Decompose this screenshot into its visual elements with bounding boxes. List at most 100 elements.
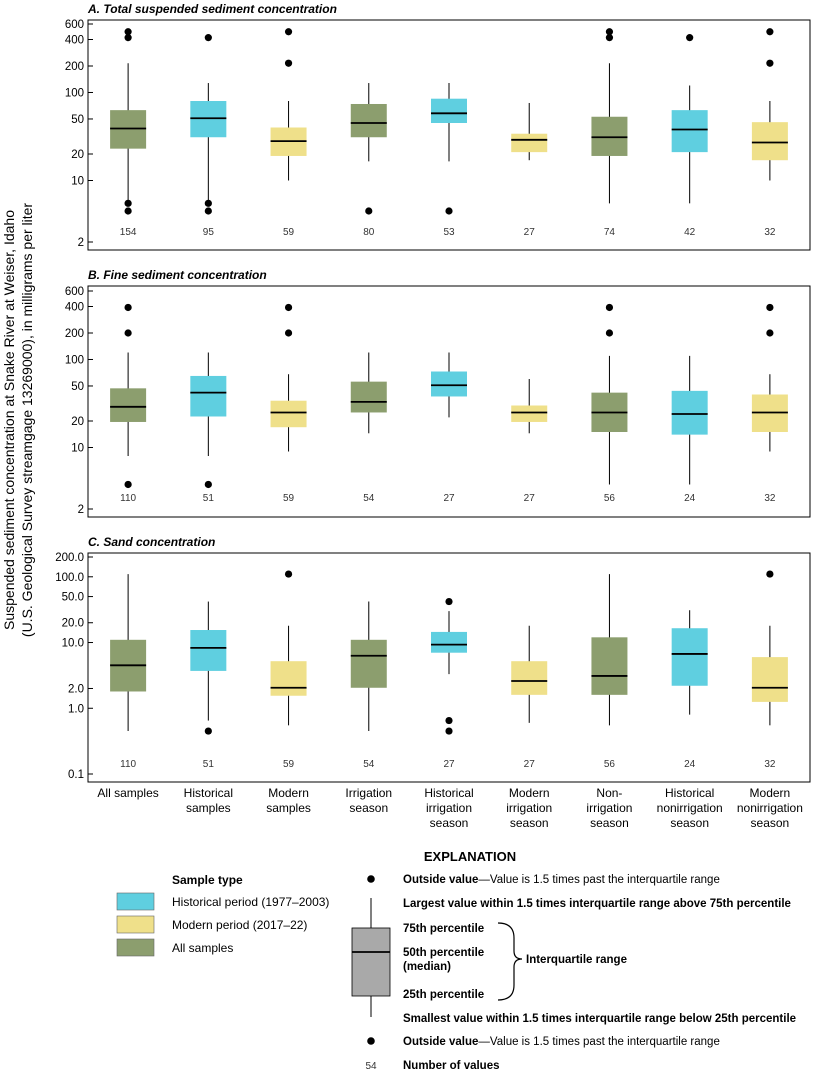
box-outlier — [124, 303, 132, 312]
box-outlier — [445, 597, 453, 606]
box-outlier — [204, 480, 212, 489]
box-count: 59 — [283, 227, 295, 238]
legend-swatch-all — [116, 938, 155, 957]
legend-swatch-historical — [116, 892, 155, 911]
y-tick-label: 100.0 — [55, 572, 84, 584]
outside-value-text-2: —Value is 1.5 times past the interquarti… — [478, 1036, 719, 1048]
category-label: Historical — [424, 786, 473, 800]
y-axis-label-line1: Suspended sediment concentration at Snak… — [1, 210, 17, 630]
explanation-title: EXPLANATION — [424, 849, 516, 864]
box-outlier — [686, 34, 694, 42]
box-3: 59 — [270, 303, 307, 504]
category-label: season — [590, 816, 629, 830]
y-tick-label: 100 — [65, 87, 84, 99]
box-7: 74 — [591, 28, 628, 238]
box-2: 95 — [190, 34, 227, 238]
y-tick-label: 2 — [78, 504, 84, 516]
y-tick-label: 2.0 — [68, 683, 84, 695]
explanation-p50-line2: (median) — [403, 961, 451, 973]
box-iqr — [270, 400, 307, 428]
box-count: 32 — [764, 759, 776, 770]
box-outlier — [284, 570, 293, 578]
box-outlier — [605, 329, 614, 337]
y-tick-label: 600 — [65, 19, 84, 31]
box-outlier — [124, 28, 132, 36]
outside-value-text: —Value is 1.5 times past the interquarti… — [478, 874, 719, 886]
y-tick-label: 2 — [78, 237, 84, 249]
box-2: 51 — [190, 601, 227, 770]
plot-frame — [87, 285, 811, 518]
box-outlier — [204, 727, 212, 735]
explanation-box — [351, 927, 391, 997]
box-outlier — [284, 28, 293, 36]
category-label: nonirrigation — [657, 801, 723, 815]
y-tick-label: 200.0 — [55, 552, 84, 564]
box-iqr — [511, 661, 548, 695]
box-count: 27 — [524, 227, 536, 238]
box-count: 27 — [524, 759, 536, 770]
box-count: 54 — [363, 759, 375, 770]
box-count: 110 — [120, 493, 136, 504]
category-label: All samples — [97, 786, 158, 800]
category-label: Irrigation — [345, 786, 392, 800]
box-4: 54 — [350, 601, 387, 770]
box-count: 154 — [120, 227, 137, 238]
plot-frame — [87, 552, 811, 783]
box-9: 32 — [751, 303, 788, 504]
box-outlier — [766, 303, 774, 312]
box-count: 27 — [524, 493, 536, 504]
box-iqr — [190, 375, 227, 417]
box-iqr — [431, 371, 467, 397]
y-tick-label: 20 — [71, 149, 84, 161]
box-iqr — [751, 122, 788, 161]
box-iqr — [110, 388, 147, 422]
category-label: Modern — [509, 786, 550, 800]
explanation-p50-line1: 50th percentile — [403, 947, 484, 959]
category-label: Historical — [184, 786, 233, 800]
legend-label-all: All samples — [172, 941, 233, 955]
box-outlier — [605, 28, 614, 36]
box-1: 110 — [110, 574, 147, 770]
y-tick-label: 20 — [71, 416, 84, 428]
category-label: irrigation — [506, 801, 552, 815]
box-6: 27 — [511, 379, 548, 504]
y-tick-label: 600 — [65, 286, 84, 298]
box-6: 27 — [511, 625, 548, 770]
box-3: 59 — [270, 28, 307, 238]
box-outlier — [284, 59, 293, 67]
box-2: 51 — [190, 352, 227, 504]
box-iqr — [350, 381, 387, 413]
box-1: 110 — [110, 303, 147, 504]
explanation-p75: 75th percentile — [403, 923, 484, 935]
box-count: 24 — [684, 759, 696, 770]
box-iqr — [591, 637, 628, 695]
box-iqr — [190, 630, 227, 671]
box-4: 54 — [350, 352, 387, 504]
y-tick-label: 50 — [71, 381, 84, 393]
box-iqr — [671, 390, 708, 435]
y-tick-label: 10 — [71, 175, 84, 187]
box-iqr — [511, 133, 548, 153]
box-iqr — [671, 628, 708, 686]
box-outlier — [445, 727, 453, 735]
outside-value-bold-2: Outside value — [403, 1036, 478, 1048]
box-7: 56 — [591, 303, 628, 504]
legend-swatch-modern — [116, 915, 155, 934]
explanation-outlier-bottom — [367, 1037, 375, 1045]
box-outlier — [445, 716, 453, 725]
explanation-largest-value: Largest value within 1.5 times interquar… — [403, 898, 791, 910]
category-label: Modern — [750, 786, 791, 800]
box-outlier — [204, 199, 212, 207]
box-8: 24 — [671, 355, 708, 504]
y-tick-label: 400 — [65, 34, 84, 46]
box-count: 27 — [443, 493, 455, 504]
box-3: 59 — [270, 570, 307, 770]
plot-frame — [87, 19, 811, 251]
panel-a: 2 10 20 50 100 200 400 600 154 95 59 80 53 27 74 42 32 — [65, 19, 811, 251]
y-tick-label: 1.0 — [68, 703, 84, 715]
box-count: 42 — [684, 227, 696, 238]
box-outlier — [284, 329, 293, 337]
explanation-smallest-value: Smallest value within 1.5 times interqua… — [403, 1013, 796, 1025]
box-outlier — [766, 28, 774, 36]
box-1: 154 — [110, 28, 147, 238]
